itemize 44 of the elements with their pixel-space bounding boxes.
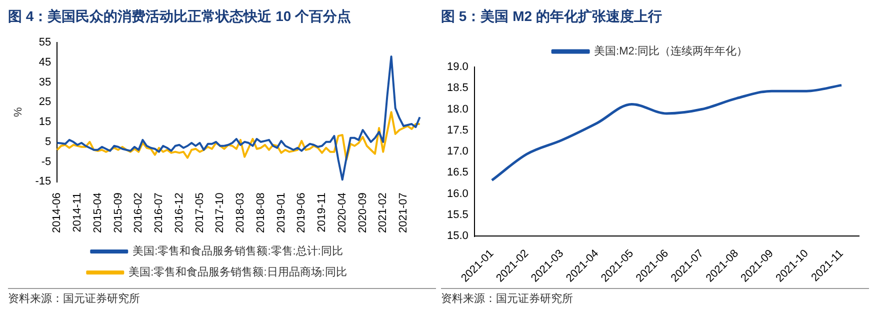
x-tick-label: 2018-08 xyxy=(254,192,267,234)
x-tick-label: 2019-11 xyxy=(316,192,328,232)
x-tick-label: 2019-01 xyxy=(275,192,288,234)
y-tick-label: 17.0 xyxy=(446,146,468,158)
y-tick-label: 17.5 xyxy=(446,124,468,136)
x-tick-label: 2014-11 xyxy=(72,192,84,232)
y-tick-label: 35 xyxy=(38,76,52,88)
legend-label: 美国:零售和食品服务销售额:日用品商场:同比 xyxy=(128,266,347,279)
y-tick-label: 15.0 xyxy=(446,230,468,242)
x-tick-label: 2014-06 xyxy=(51,192,64,234)
chart-title: 图 5：美国 M2 的年化扩张速度上行 xyxy=(441,8,663,26)
x-tick-label: 2021-02 xyxy=(377,192,390,234)
y-tick-label: 55 xyxy=(38,36,52,49)
y-tick-label: -15 xyxy=(35,176,52,188)
x-tick-label: 2020-09 xyxy=(356,192,369,234)
y-tick-label: 15 xyxy=(38,116,52,128)
y-tick-label: 16.0 xyxy=(446,188,468,200)
x-tick-label: 2021-07 xyxy=(398,192,410,234)
y-tick-label: 19.0 xyxy=(446,61,468,74)
y-tick-label: 45 xyxy=(38,56,52,68)
legend-label: 美国:M2:同比（连续两年年化） xyxy=(594,44,748,58)
y-tick-label: 16.5 xyxy=(446,166,468,179)
y-tick-label: 15.5 xyxy=(446,209,468,222)
x-tick-label: 2016-12 xyxy=(173,192,186,234)
x-tick-label: 2020-04 xyxy=(336,192,348,234)
x-tick-label: 2016-07 xyxy=(153,192,166,234)
x-tick-label: 2019-06 xyxy=(296,192,308,234)
y-tick-label: 5 xyxy=(44,136,52,148)
x-tick-label: 2015-04 xyxy=(92,192,104,234)
x-tick-label: 2018-03 xyxy=(234,192,247,234)
text: 资料来源：国元证券研究所 xyxy=(441,288,869,306)
y-tick-label: 25 xyxy=(38,96,52,108)
y-tick-label: -5 xyxy=(41,156,52,168)
x-tick-label: 2017-05 xyxy=(194,192,206,234)
x-tick-label: 2015-09 xyxy=(112,192,124,234)
chart-title: 图 4：美国民众的消费活动比正常状态快近 10 个百分点 xyxy=(8,8,352,26)
y-axis-title: % xyxy=(12,107,25,118)
legend-label: 美国:零售和食品服务销售额:零售:总计:同比 xyxy=(132,244,343,258)
text: 资料来源：国元证券研究所 xyxy=(8,288,436,306)
line-series xyxy=(490,84,843,182)
x-tick-label: 2016-02 xyxy=(132,192,145,234)
y-tick-label: 18.0 xyxy=(446,103,468,116)
y-tick-label: 18.5 xyxy=(446,82,468,94)
x-tick-label: 2017-10 xyxy=(214,192,226,234)
